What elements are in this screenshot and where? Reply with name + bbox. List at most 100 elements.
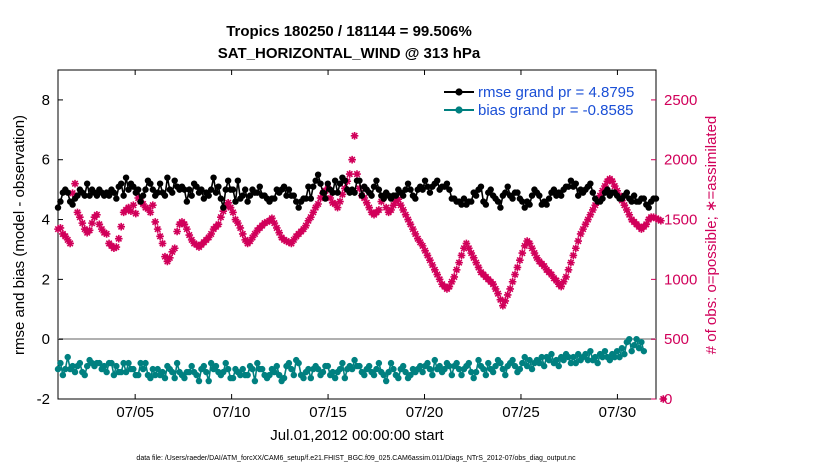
bias-point — [118, 368, 125, 376]
rmse-point — [407, 186, 414, 193]
bias-point — [599, 353, 606, 361]
rmse-point — [234, 177, 242, 184]
rmse-point — [645, 204, 652, 211]
obs-count-point — [416, 238, 425, 247]
obs-count-point — [78, 219, 87, 227]
bias-point — [307, 374, 315, 382]
obs-count-point — [241, 236, 249, 244]
obs-count-point — [418, 242, 427, 250]
bias-point — [407, 371, 414, 379]
obs-count-point — [423, 251, 432, 260]
y-left-tick-label: 8 — [42, 92, 50, 109]
rmse-point — [154, 189, 161, 196]
obs-count-point — [377, 197, 386, 206]
bias-point — [472, 368, 480, 376]
bias-point — [375, 359, 383, 367]
obs-count-point — [365, 203, 373, 212]
obs-count-point — [513, 263, 522, 272]
rmse-point — [188, 192, 195, 199]
bias-point — [516, 365, 524, 373]
obs-count-point — [56, 224, 65, 232]
bias-point — [536, 359, 543, 367]
bias-point — [120, 359, 127, 367]
obs-count-point — [518, 249, 527, 257]
bias-point — [288, 365, 295, 373]
rmse-point — [341, 177, 349, 184]
obs-count-point — [596, 191, 604, 200]
obs-count-point — [496, 295, 505, 304]
obs-count-point — [131, 209, 140, 218]
bias-point — [224, 365, 232, 373]
bias-point — [511, 362, 519, 370]
rmse-point — [113, 195, 120, 202]
bias-point — [229, 374, 237, 382]
obs-count-point — [134, 194, 143, 202]
obs-count-point — [268, 214, 276, 223]
obs-count-point — [280, 236, 288, 244]
rmse-point — [536, 192, 543, 199]
rmse-point — [514, 189, 521, 196]
bias-point — [446, 362, 453, 370]
bias-point — [402, 368, 409, 376]
rmse-point — [256, 183, 263, 190]
y-right-tick-label: 2500 — [664, 92, 697, 109]
bias-point — [203, 368, 210, 376]
rmse-point — [125, 186, 132, 193]
obs-count-point — [567, 258, 575, 267]
bias-point — [83, 362, 91, 370]
rmse-point — [246, 192, 254, 199]
rmse-point — [421, 177, 429, 184]
bias-point — [584, 356, 592, 364]
bias-point — [200, 362, 208, 370]
bias-point — [497, 359, 504, 367]
data-file-footer: data file: /Users/raeder/DAI/ATM_forcXX/… — [136, 455, 576, 462]
obs-count-point — [144, 204, 152, 213]
obs-count-point — [586, 210, 595, 219]
rmse-point — [322, 195, 329, 202]
rmse-point — [628, 198, 635, 205]
bias-point — [582, 350, 589, 358]
bias-point — [419, 368, 426, 376]
obs-count-point — [387, 206, 395, 214]
rmse-point — [640, 195, 648, 202]
rmse-point — [550, 186, 558, 193]
y-right-tick-label: 2000 — [664, 152, 697, 169]
rmse-point — [426, 189, 434, 196]
x-axis-label: Jul.01,2012 00:00:00 start — [270, 427, 444, 444]
x-tick-label: 07/10 — [213, 404, 251, 421]
bias-point — [258, 365, 266, 373]
bias-point — [152, 371, 159, 379]
rmse-point — [130, 183, 137, 190]
bias-point — [324, 362, 332, 370]
rmse-point — [472, 192, 480, 199]
rmse-point — [283, 192, 290, 199]
rmse-point — [74, 192, 81, 199]
obs-count-point — [375, 206, 383, 214]
obs-count-point — [584, 215, 592, 224]
obs-count-point — [102, 230, 111, 238]
rmse-point — [329, 189, 336, 196]
bias-point — [171, 374, 178, 382]
obs-count-point — [508, 277, 517, 286]
obs-count-point — [362, 198, 371, 207]
bias-point — [575, 350, 582, 358]
bias-point — [618, 344, 626, 352]
y-right-tick-label: 1500 — [664, 212, 697, 229]
bias-point — [285, 359, 293, 367]
obs-count-point — [287, 239, 296, 248]
obs-count-point — [129, 201, 138, 209]
rmse-point — [509, 195, 516, 202]
y-axis-label-right: # of obs: o=possible; ∗=assimilated — [703, 116, 720, 355]
bias-point — [64, 353, 71, 361]
bias-point — [159, 368, 166, 376]
obs-count-point — [591, 201, 600, 209]
obs-count-point — [187, 236, 196, 244]
obs-count-series — [54, 132, 668, 403]
bias-point — [616, 353, 623, 361]
rmse-point — [565, 183, 572, 190]
obs-count-point — [170, 244, 179, 253]
bias-point — [295, 359, 302, 367]
rmse-point — [356, 177, 363, 184]
rmse-point — [290, 192, 297, 199]
